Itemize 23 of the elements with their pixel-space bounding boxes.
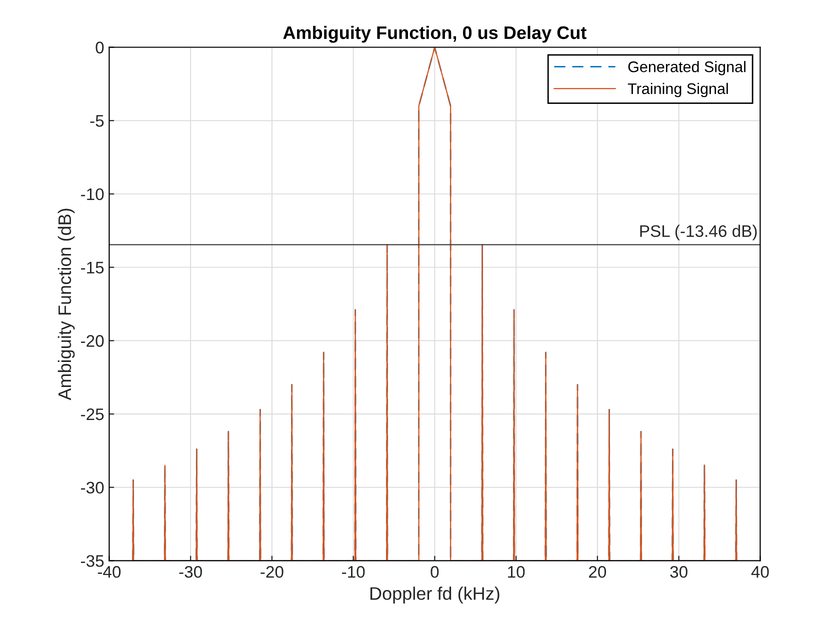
y-tick-label: -20 — [80, 335, 104, 347]
y-axis-title: Ambiguity Function (dB) — [58, 208, 75, 400]
chart-title: Ambiguity Function, 0 us Delay Cut — [283, 26, 586, 43]
x-tick-label: 20 — [589, 566, 606, 578]
y-tick-label: 0 — [96, 42, 104, 54]
legend-label: Training Signal — [628, 82, 728, 98]
legend-label: Generated Signal — [628, 61, 746, 76]
y-tick-label: -10 — [80, 188, 104, 200]
y-tick-label: -35 — [80, 555, 104, 567]
x-tick-label: -40 — [98, 566, 121, 578]
x-axis-title: Doppler fd (kHz) — [370, 586, 500, 604]
x-tick-label: 0 — [430, 566, 439, 578]
x-tick-label: -10 — [342, 566, 365, 578]
y-tick-label: -25 — [80, 408, 104, 420]
x-tick-label: -20 — [260, 566, 284, 578]
x-tick-label: 40 — [751, 566, 769, 578]
y-tick-label: -15 — [80, 262, 104, 274]
ref-line-label: PSL (-13.46 dB) — [640, 224, 757, 240]
y-tick-label: -5 — [90, 115, 104, 127]
x-tick-label: -30 — [179, 566, 202, 578]
x-tick-label: 30 — [670, 566, 688, 578]
y-tick-label: -30 — [80, 482, 104, 494]
x-tick-label: 10 — [508, 566, 525, 578]
